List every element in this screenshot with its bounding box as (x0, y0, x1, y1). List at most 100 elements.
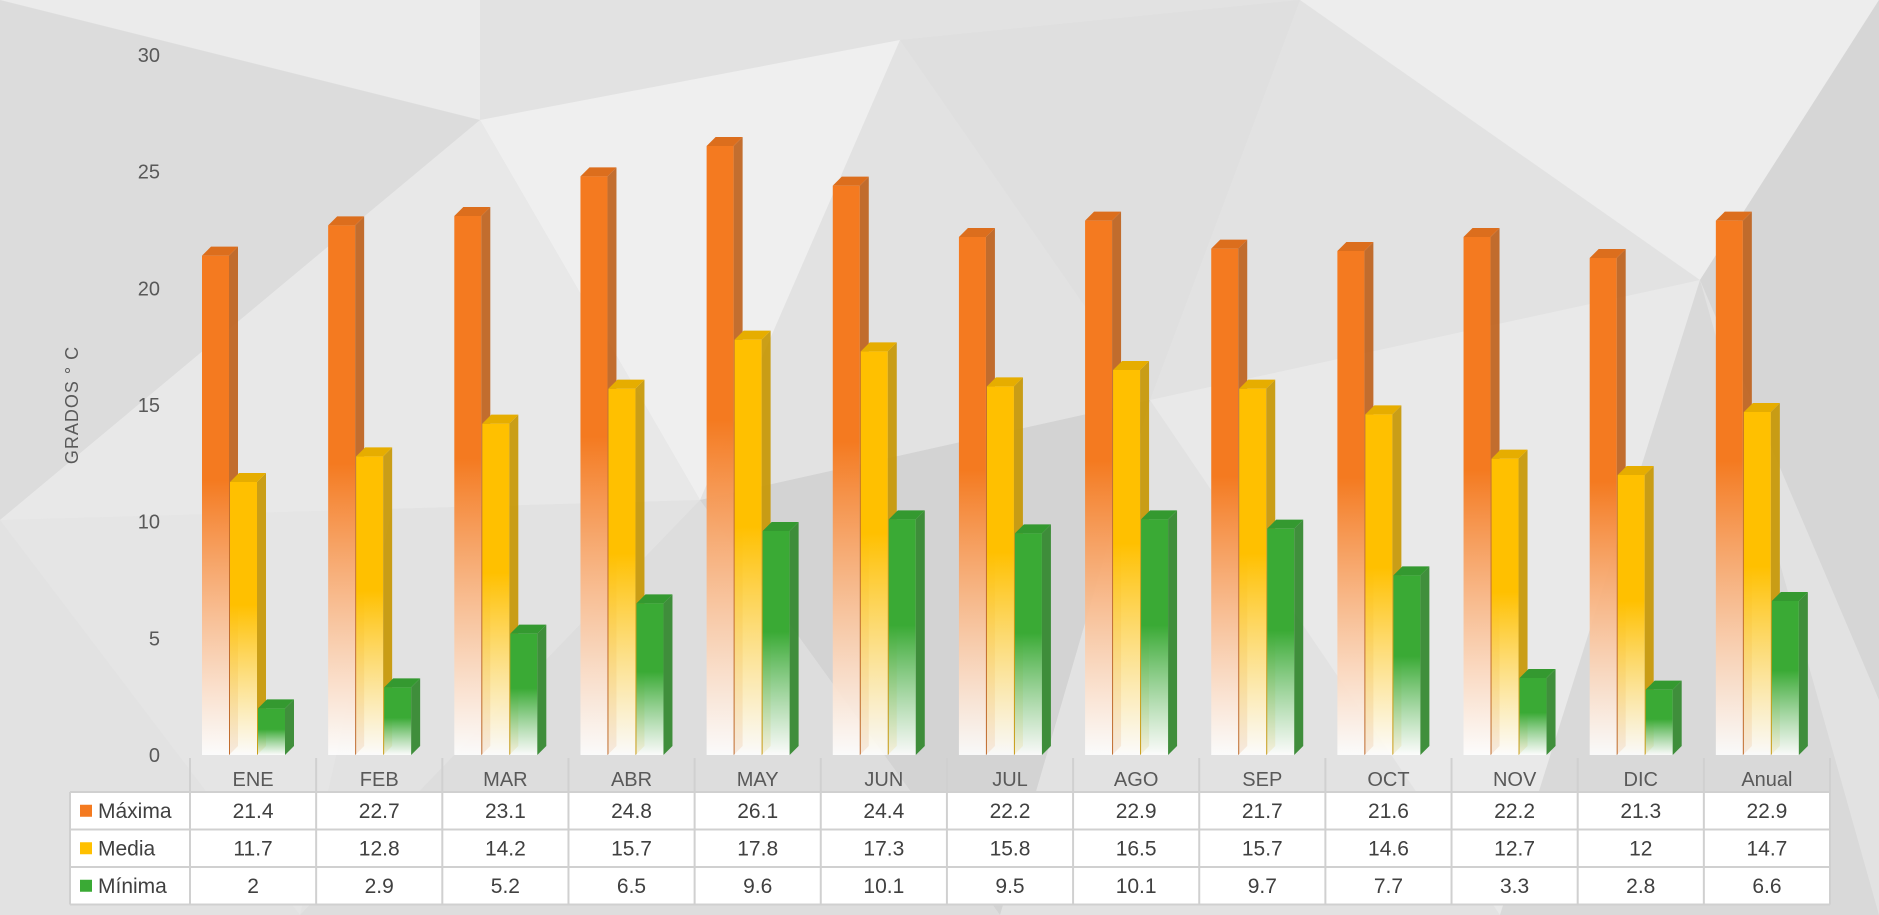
bar-front (860, 351, 888, 755)
data-label: 10.1 (863, 875, 904, 898)
bar-top (832, 176, 869, 186)
data-label: 12.7 (1494, 837, 1535, 860)
bar-side (285, 699, 294, 755)
bar-side (1672, 680, 1682, 755)
bar-top (1141, 510, 1178, 520)
y-tick-label: 20 (138, 278, 160, 300)
bar-side (257, 473, 266, 755)
data-label: 6.6 (1752, 875, 1781, 898)
data-label: 16.5 (1116, 837, 1157, 860)
data-label: 24.8 (611, 800, 652, 823)
bar-side (383, 447, 393, 755)
bar-front (1085, 220, 1113, 755)
bar-front (1589, 258, 1617, 755)
background-facet (1500, 280, 1879, 915)
bar-media-oct (1365, 405, 1402, 755)
data-label: 3.3 (1500, 875, 1529, 898)
legend-label: Media (98, 837, 156, 860)
bar-front (1365, 414, 1393, 755)
bar-side (1644, 466, 1654, 755)
bar-front (1491, 458, 1519, 755)
data-label: 14.2 (485, 837, 526, 860)
background-facet (1300, 0, 1879, 280)
bar-top (328, 216, 365, 226)
data-label: 22.9 (1746, 800, 1787, 823)
x-tick-label: Anual (1741, 769, 1792, 791)
data-label: 21.6 (1368, 800, 1409, 823)
bar-side (1041, 524, 1051, 755)
y-tick-label: 0 (149, 745, 160, 767)
data-label: 23.1 (485, 800, 526, 823)
bar-top (706, 137, 743, 146)
x-tick-label: NOV (1493, 769, 1537, 791)
bar-front (482, 423, 510, 755)
x-tick-label: AGO (1114, 769, 1158, 791)
bar-side (663, 594, 673, 755)
bar-front (580, 176, 608, 756)
x-tick-label: FEB (360, 769, 399, 791)
background-facet (1700, 0, 1879, 700)
bar-front (762, 531, 790, 755)
bar-top (580, 167, 617, 177)
data-label: 2.8 (1626, 875, 1655, 898)
data-label: 11.7 (233, 837, 272, 860)
bar-front (1645, 689, 1673, 755)
legend-key-media (80, 842, 92, 855)
bar-media-feb (356, 447, 393, 755)
bar-top (1617, 466, 1654, 475)
data-label: 22.7 (359, 800, 400, 823)
bar-mínima-jun (888, 510, 925, 755)
bar-top (1715, 211, 1752, 221)
bar-top (1239, 379, 1276, 389)
bar-side (1294, 519, 1304, 755)
x-tick-label: JUN (864, 769, 903, 791)
bar-side (1546, 669, 1556, 755)
data-label: 21.4 (233, 800, 274, 823)
data-label: 21.3 (1620, 800, 1661, 823)
data-label: 22.2 (990, 800, 1031, 823)
legend-key-máxima (80, 804, 92, 817)
data-label: 7.7 (1374, 875, 1403, 898)
bar-front (636, 603, 664, 755)
data-label: 26.1 (737, 800, 778, 823)
bar-front (608, 388, 636, 755)
data-label: 22.2 (1494, 800, 1535, 823)
data-label: 2.9 (365, 875, 394, 898)
bar-front (202, 255, 229, 755)
bar-media-ene (230, 473, 266, 755)
background-facet (0, 0, 480, 520)
bar-mínima-may (762, 522, 799, 755)
bar-top (1365, 405, 1402, 415)
bar-mínima-jul (1014, 524, 1051, 755)
bar-front (384, 687, 412, 755)
bar-front (734, 339, 762, 755)
data-label: 6.5 (617, 875, 646, 898)
data-label: 17.3 (863, 837, 904, 860)
bar-front (1743, 412, 1771, 755)
bar-top (454, 207, 491, 216)
bar-mínima-mar (510, 624, 547, 755)
data-table: ENE FEB MAR ABR MAY JUN JUL AGO SEP OCT NOV DIC Anua… (69, 758, 1831, 906)
bar-mínima-feb (384, 678, 421, 755)
bars (202, 137, 1808, 756)
data-label: 5.2 (491, 875, 520, 898)
data-label: 9.5 (995, 875, 1024, 898)
bar-front (230, 482, 257, 755)
bar-side (915, 510, 925, 755)
bar-top (1743, 403, 1780, 412)
x-tick-label: ENE (233, 769, 274, 791)
data-label: 24.4 (863, 800, 904, 823)
bar-top (1337, 242, 1374, 251)
bar-top (608, 379, 645, 389)
bar-front (1393, 575, 1421, 755)
bar-front (1617, 475, 1645, 755)
bar-front (1014, 533, 1042, 755)
bar-top (384, 678, 421, 688)
bar-top (860, 342, 897, 352)
bar-mínima-anual (1771, 592, 1808, 755)
bar-top (230, 473, 266, 482)
bar-top (958, 228, 995, 237)
